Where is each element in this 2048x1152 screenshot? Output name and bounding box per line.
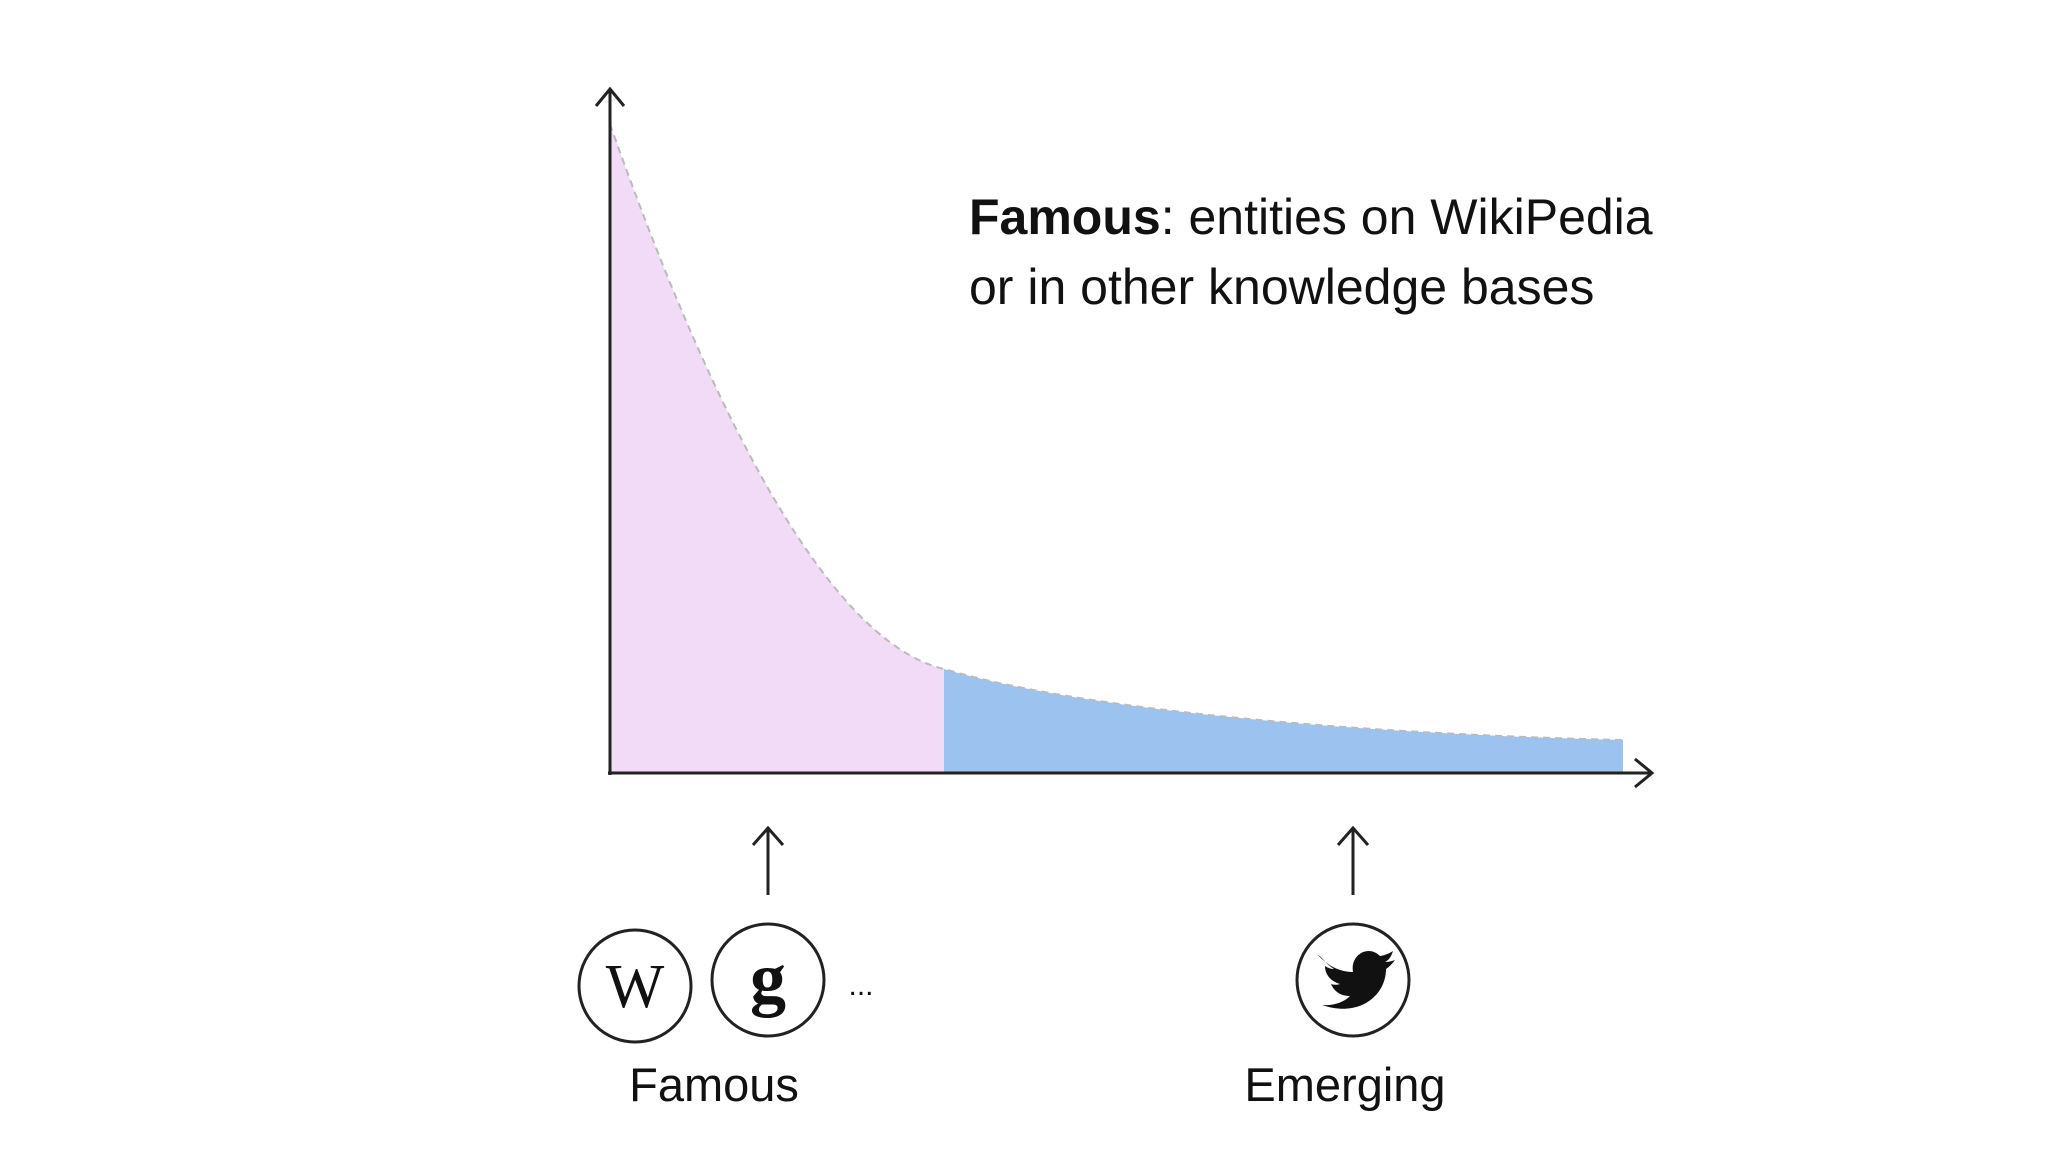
famous-area — [610, 124, 944, 773]
x-axis — [608, 757, 1655, 789]
arrow-famous — [751, 825, 785, 895]
google-circle — [710, 922, 826, 1038]
curve — [609, 123, 1624, 741]
annotation-term: Famous — [969, 189, 1161, 245]
axes — [577, 86, 1655, 1044]
more-icons: ... — [848, 969, 873, 1002]
famous-label: Famous — [629, 1058, 799, 1111]
twitter-icon — [1318, 950, 1395, 1009]
google-icon: g — [750, 938, 786, 1018]
emerging-label: Emerging — [1244, 1058, 1445, 1111]
y-axis — [594, 86, 626, 775]
annotation-line2: or in other knowledge bases — [969, 259, 1594, 315]
annotation: Famous: entities on WikiPedia — [969, 189, 1653, 245]
wikipedia-icon: W — [606, 953, 665, 1021]
annotation-definition: : entities on WikiPedia — [1161, 189, 1653, 245]
emerging-area — [944, 669, 1623, 773]
twitter-circle — [1295, 922, 1411, 1038]
arrow-emerging — [1336, 825, 1370, 895]
wikipedia-circle — [577, 928, 693, 1044]
